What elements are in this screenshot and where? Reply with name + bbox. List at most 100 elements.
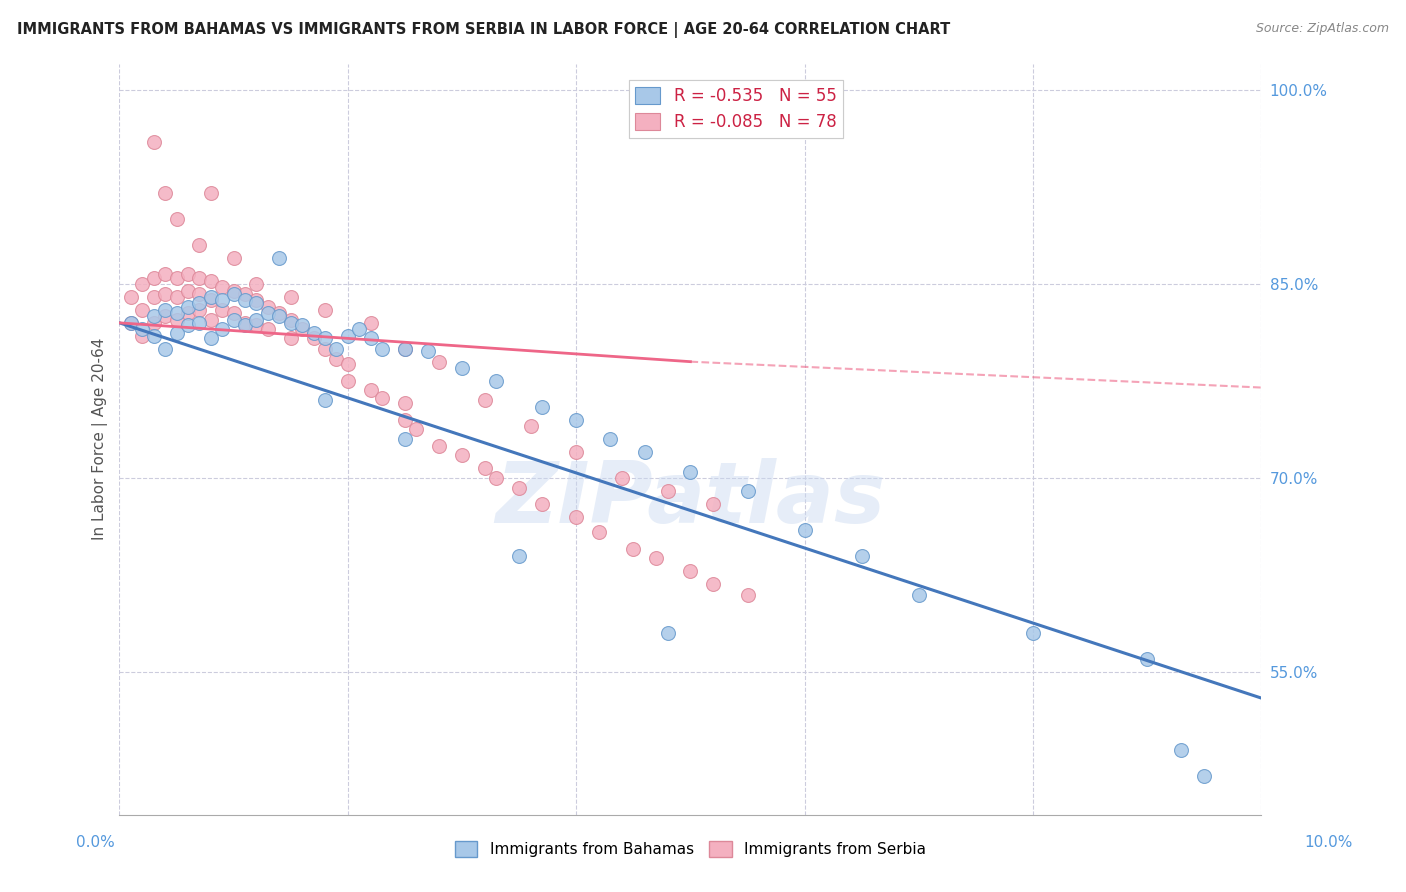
Point bbox=[233, 287, 256, 301]
Point bbox=[519, 419, 541, 434]
Point bbox=[131, 277, 153, 291]
Point bbox=[394, 396, 416, 410]
Point bbox=[233, 293, 256, 307]
Point bbox=[177, 301, 200, 315]
Point bbox=[1170, 743, 1192, 757]
Point bbox=[588, 525, 610, 540]
Point bbox=[166, 313, 188, 327]
Point bbox=[280, 331, 302, 345]
Point bbox=[416, 344, 439, 359]
Point bbox=[314, 393, 336, 408]
Point bbox=[222, 287, 245, 301]
Point bbox=[142, 328, 165, 343]
Text: 0.0%: 0.0% bbox=[76, 836, 115, 850]
Point bbox=[394, 432, 416, 446]
Point bbox=[1022, 626, 1045, 640]
Point bbox=[645, 551, 668, 566]
Point bbox=[188, 302, 211, 317]
Point bbox=[269, 305, 291, 319]
Point bbox=[1194, 769, 1216, 783]
Point bbox=[153, 302, 176, 317]
Point bbox=[211, 322, 233, 336]
Point bbox=[222, 284, 245, 298]
Point bbox=[142, 135, 165, 149]
Point bbox=[280, 313, 302, 327]
Point bbox=[336, 374, 359, 388]
Point bbox=[679, 564, 702, 578]
Point bbox=[200, 293, 222, 307]
Point bbox=[200, 290, 222, 304]
Point bbox=[349, 322, 371, 336]
Text: Source: ZipAtlas.com: Source: ZipAtlas.com bbox=[1256, 22, 1389, 36]
Point bbox=[233, 316, 256, 330]
Point bbox=[269, 251, 291, 265]
Point bbox=[737, 588, 759, 602]
Point bbox=[793, 523, 815, 537]
Point bbox=[222, 313, 245, 327]
Point bbox=[325, 352, 347, 367]
Point bbox=[394, 342, 416, 356]
Point bbox=[211, 293, 233, 307]
Point bbox=[120, 290, 142, 304]
Point bbox=[166, 212, 188, 227]
Point bbox=[257, 322, 280, 336]
Y-axis label: In Labor Force | Age 20-64: In Labor Force | Age 20-64 bbox=[93, 338, 108, 541]
Point bbox=[131, 328, 153, 343]
Point bbox=[245, 277, 267, 291]
Point bbox=[222, 305, 245, 319]
Point bbox=[200, 331, 222, 345]
Point bbox=[621, 542, 644, 557]
Point bbox=[474, 460, 496, 475]
Point bbox=[530, 497, 553, 511]
Point bbox=[120, 316, 142, 330]
Point bbox=[257, 301, 280, 315]
Point bbox=[302, 326, 325, 341]
Point bbox=[233, 318, 256, 333]
Point bbox=[360, 331, 382, 345]
Point bbox=[325, 342, 347, 356]
Point bbox=[280, 290, 302, 304]
Point bbox=[565, 445, 588, 459]
Point bbox=[153, 267, 176, 281]
Point bbox=[291, 322, 314, 336]
Point bbox=[142, 310, 165, 324]
Point bbox=[177, 318, 200, 333]
Point bbox=[702, 497, 724, 511]
Point bbox=[679, 465, 702, 479]
Point bbox=[120, 316, 142, 330]
Point bbox=[142, 270, 165, 285]
Point bbox=[394, 342, 416, 356]
Point bbox=[565, 413, 588, 427]
Point bbox=[851, 549, 873, 563]
Point bbox=[142, 316, 165, 330]
Point bbox=[211, 279, 233, 293]
Point bbox=[153, 186, 176, 201]
Point bbox=[336, 357, 359, 371]
Point bbox=[166, 305, 188, 319]
Point bbox=[131, 302, 153, 317]
Point bbox=[508, 549, 530, 563]
Point bbox=[166, 270, 188, 285]
Point bbox=[131, 322, 153, 336]
Point bbox=[657, 484, 679, 499]
Point bbox=[371, 342, 394, 356]
Point bbox=[211, 302, 233, 317]
Point bbox=[336, 328, 359, 343]
Point bbox=[166, 326, 188, 341]
Point bbox=[314, 331, 336, 345]
Point bbox=[245, 313, 267, 327]
Point bbox=[474, 393, 496, 408]
Point bbox=[907, 588, 929, 602]
Point bbox=[188, 238, 211, 252]
Point bbox=[269, 310, 291, 324]
Point bbox=[222, 251, 245, 265]
Point bbox=[200, 186, 222, 201]
Text: ZIPatlas: ZIPatlas bbox=[495, 458, 886, 541]
Point bbox=[427, 354, 450, 368]
Point bbox=[245, 318, 267, 333]
Point bbox=[257, 305, 280, 319]
Point bbox=[188, 296, 211, 310]
Point bbox=[153, 310, 176, 324]
Point bbox=[360, 316, 382, 330]
Text: IMMIGRANTS FROM BAHAMAS VS IMMIGRANTS FROM SERBIA IN LABOR FORCE | AGE 20-64 COR: IMMIGRANTS FROM BAHAMAS VS IMMIGRANTS FR… bbox=[17, 22, 950, 38]
